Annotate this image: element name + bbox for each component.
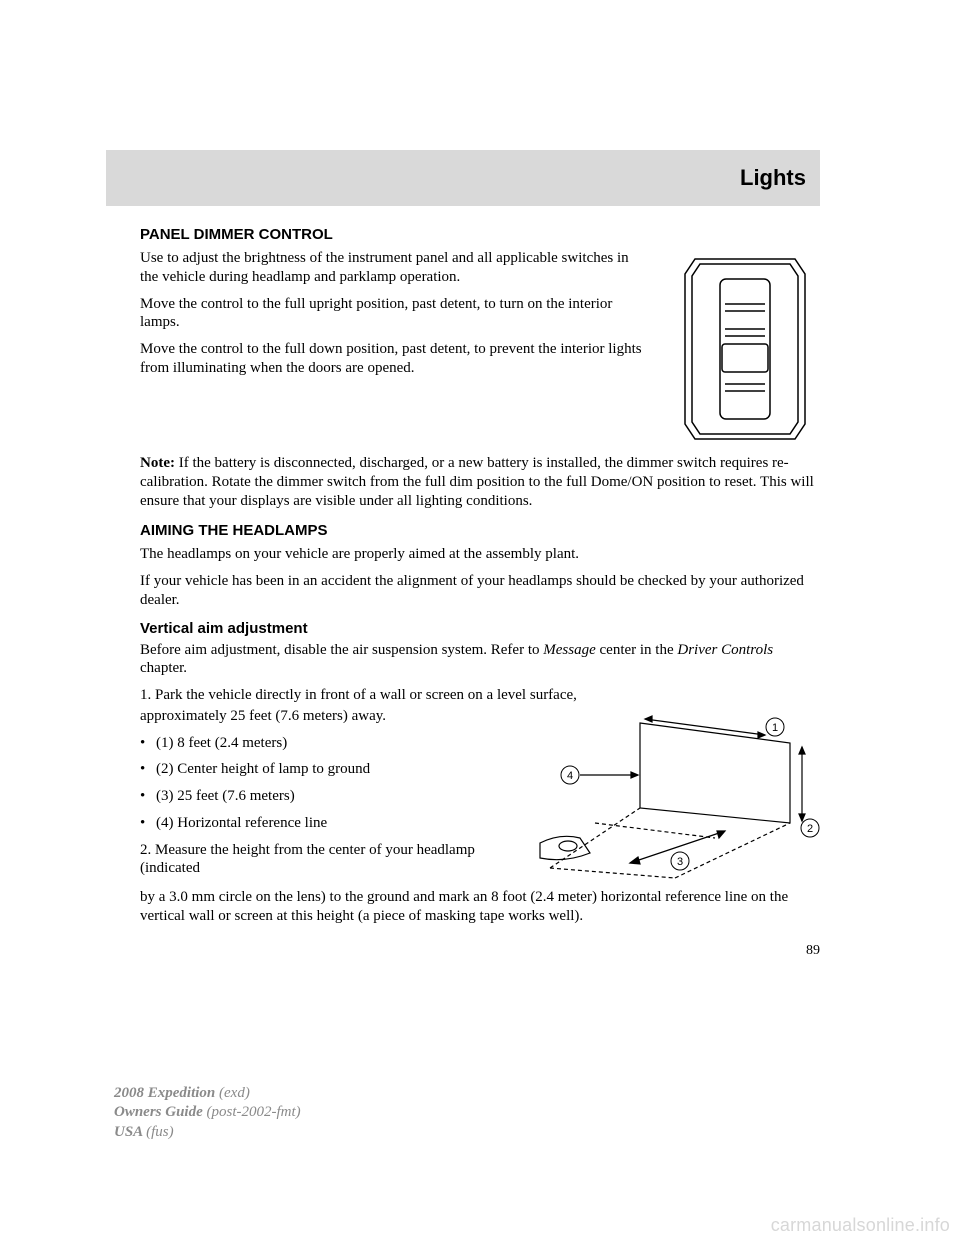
aim-row: approximately 25 feet (7.6 meters) away.… <box>140 713 820 888</box>
para-va-2-first: 1. Park the vehicle directly in front of… <box>140 686 820 705</box>
para-dimmer-2: Move the control to the full upright pos… <box>140 295 650 333</box>
va-1d: Driver Controls <box>677 642 773 658</box>
dimmer-icon <box>670 249 820 449</box>
dimmer-row: Use to adjust the brightness of the inst… <box>140 249 820 454</box>
va-1a: Before aim adjustment, disable the air s… <box>140 642 543 658</box>
para-aim-2: If your vehicle has been in an accident … <box>140 572 820 610</box>
diagram-label-1: 1 <box>772 722 778 734</box>
footer-2a: Owners Guide <box>114 1104 207 1120</box>
list-item: (4) Horizontal reference line <box>140 814 500 833</box>
aim-text-col: approximately 25 feet (7.6 meters) away.… <box>140 713 500 888</box>
para-va-2-rest: approximately 25 feet (7.6 meters) away. <box>140 707 500 726</box>
page-number: 89 <box>140 943 820 959</box>
footer-1a: 2008 Expedition <box>114 1085 219 1101</box>
footer-line-1: 2008 Expedition (exd) <box>114 1084 301 1104</box>
headlamp-aim-diagram: 1 2 3 4 <box>520 713 820 883</box>
list-item: (1) 8 feet (2.4 meters) <box>140 734 500 753</box>
para-aim-1: The headlamps on your vehicle are proper… <box>140 545 820 564</box>
page-container: Lights PANEL DIMMER CONTROL Use to adjus… <box>0 0 960 959</box>
dimmer-text-col: Use to adjust the brightness of the inst… <box>140 249 650 454</box>
aim-bullet-list: (1) 8 feet (2.4 meters) (2) Center heigh… <box>140 734 500 833</box>
para-va-3a: 2. Measure the height from the center of… <box>140 841 500 879</box>
list-item: (3) 25 feet (7.6 meters) <box>140 787 500 806</box>
chapter-header-bar: Lights <box>106 150 820 206</box>
para-dimmer-1: Use to adjust the brightness of the inst… <box>140 249 650 287</box>
footer-3a: USA <box>114 1124 146 1140</box>
section-heading-dimmer: PANEL DIMMER CONTROL <box>140 226 820 243</box>
footer-3b: (fus) <box>146 1124 174 1140</box>
list-item: (2) Center height of lamp to ground <box>140 760 500 779</box>
diagram-label-2: 2 <box>807 823 813 835</box>
va-1c: center in the <box>596 642 678 658</box>
para-va-1: Before aim adjustment, disable the air s… <box>140 641 820 679</box>
diagram-label-4: 4 <box>567 770 573 782</box>
note-body: If the battery is disconnected, discharg… <box>140 455 814 509</box>
footer-line-3: USA (fus) <box>114 1123 301 1143</box>
va-1b: Message <box>543 642 596 658</box>
note-label: Note: <box>140 455 175 471</box>
watermark: carmanualsonline.info <box>771 1215 950 1236</box>
footer-2b: (post-2002-fmt) <box>207 1104 301 1120</box>
chapter-title: Lights <box>740 165 806 191</box>
para-dimmer-3: Move the control to the full down positi… <box>140 340 650 378</box>
footer-block: 2008 Expedition (exd) Owners Guide (post… <box>114 1084 301 1143</box>
subheading-vertical-aim: Vertical aim adjustment <box>140 620 820 637</box>
va-1e: chapter. <box>140 660 187 676</box>
footer-line-2: Owners Guide (post-2002-fmt) <box>114 1103 301 1123</box>
dimmer-illustration <box>670 249 820 454</box>
para-va-3b: by a 3.0 mm circle on the lens) to the g… <box>140 888 820 926</box>
diagram-label-3: 3 <box>677 856 683 868</box>
section-heading-aiming: AIMING THE HEADLAMPS <box>140 522 820 539</box>
footer-1b: (exd) <box>219 1085 250 1101</box>
para-dimmer-note: Note: If the battery is disconnected, di… <box>140 454 820 510</box>
aim-illustration: 1 2 3 4 <box>520 713 820 888</box>
